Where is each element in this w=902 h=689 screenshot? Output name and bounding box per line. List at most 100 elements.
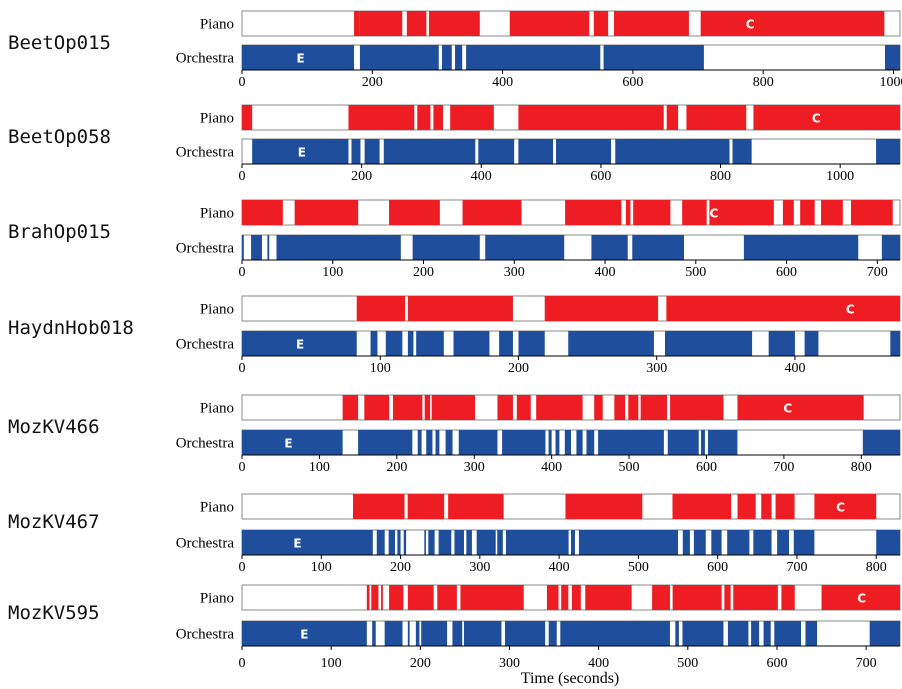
x-tick-label: 200 <box>386 460 407 475</box>
orchestra-segment <box>665 331 753 356</box>
orchestra-section-letter: E <box>298 146 306 160</box>
piano-segment <box>460 585 524 610</box>
piano-row-label: Piano <box>200 500 234 516</box>
piano-section-letter: C <box>746 18 755 32</box>
piece-label: BeetOp058 <box>8 126 111 148</box>
piano-segment <box>682 200 707 225</box>
orchestra-segment <box>732 139 752 164</box>
piano-segment <box>672 494 732 519</box>
piano-segment <box>546 585 559 610</box>
piano-segment <box>371 585 379 610</box>
piece-block-BeetOp058: BeetOp058 Piano C Orchestra E 0 200 400 600 800 10… <box>8 104 901 184</box>
x-tick-label: 100 <box>322 265 343 280</box>
orchestra-section-letter: E <box>297 52 305 66</box>
piano-segment <box>565 200 622 225</box>
piano-row-label: Piano <box>200 302 234 318</box>
x-tick-label: 600 <box>622 75 643 90</box>
piece-label: BrahOp015 <box>8 221 111 243</box>
x-tick-label: 200 <box>351 169 372 184</box>
orchestra-segment <box>862 430 900 455</box>
orchestra-segment <box>518 331 545 356</box>
orchestra-segment <box>383 139 476 164</box>
piano-row-label: Piano <box>200 401 234 417</box>
orchestra-segment <box>555 430 560 455</box>
x-tick-label: 1000 <box>879 75 902 90</box>
x-tick-label: 400 <box>549 560 570 575</box>
orchestra-segment <box>591 235 628 260</box>
x-tick-label: 800 <box>866 560 887 575</box>
orchestra-segment <box>777 530 790 555</box>
piano-segment <box>417 105 431 130</box>
orchestra-segment <box>476 530 496 555</box>
orchestra-segment <box>576 430 583 455</box>
piano-row-label: Piano <box>200 206 234 222</box>
orchestra-row-label: Orchestra <box>176 536 235 552</box>
piano-segment <box>633 200 671 225</box>
orchestra-segment <box>753 530 772 555</box>
orchestra-segment <box>632 235 684 260</box>
piano-section-letter: C <box>710 207 719 221</box>
piano-segment <box>406 11 427 36</box>
x-tick-label: 700 <box>773 460 794 475</box>
orchestra-segment <box>743 235 859 260</box>
orchestra-segment <box>359 45 439 70</box>
piano-segment <box>342 395 359 420</box>
piano-segment <box>242 105 253 130</box>
piano-segment <box>640 395 667 420</box>
x-tick-label: 400 <box>784 361 805 376</box>
orchestra-row-label: Orchestra <box>176 337 235 353</box>
x-tick-label: 800 <box>851 460 872 475</box>
piece-block-BeetOp015: BeetOp015 Piano C Orchestra E 0 200 400 600 800 10… <box>8 10 902 90</box>
orchestra-segment <box>711 530 722 555</box>
orchestra-segment <box>415 621 420 646</box>
piece-label: MozKV467 <box>8 511 100 533</box>
orchestra-section-letter: E <box>296 338 304 352</box>
piano-segment <box>389 200 440 225</box>
piano-segment <box>821 585 900 610</box>
piano-segment <box>737 395 864 420</box>
orchestra-segment <box>774 621 802 646</box>
piece-block-BrahOp015: BrahOp015 Piano C Orchestra 0 100 200 300 400 500… <box>8 199 901 280</box>
piano-segment <box>652 585 670 610</box>
piano-segment <box>709 200 774 225</box>
piano-segment <box>431 395 476 420</box>
x-tick-label: 0 <box>239 169 246 184</box>
piano-section-letter: C <box>783 402 792 416</box>
x-tick-label: 200 <box>413 265 434 280</box>
orchestra-segment <box>568 331 654 356</box>
x-tick-label: 400 <box>595 265 616 280</box>
x-tick-label: 600 <box>766 656 787 671</box>
piece-block-HaydnHob018: HaydnHob018 Piano C Orchestra E 0 100 200 300 400 <box>8 295 901 376</box>
piano-segment <box>389 585 404 610</box>
orchestra-row-label: Orchestra <box>176 51 235 67</box>
piece-label: MozKV595 <box>8 602 100 624</box>
piece-block-MozKV467: MozKV467 Piano C Orchestra E 0 100 200 300 400 500… <box>8 493 901 575</box>
orchestra-segment <box>407 621 410 646</box>
piano-segment <box>516 395 531 420</box>
orchestra-segment <box>682 530 690 555</box>
piano-segment <box>381 585 383 610</box>
orchestra-segment <box>804 331 819 356</box>
x-tick-label: 0 <box>239 361 246 376</box>
piano-segment <box>561 585 569 610</box>
x-tick-label: 500 <box>619 460 640 475</box>
orchestra-segment <box>890 331 900 356</box>
x-tick-label: 500 <box>628 560 649 575</box>
orchestra-segment <box>267 235 270 260</box>
x-tick-label: 200 <box>390 560 411 575</box>
x-tick-label: 100 <box>309 460 330 475</box>
x-tick-label: 0 <box>239 265 246 280</box>
orchestra-segment <box>242 430 343 455</box>
orchestra-segment <box>693 530 706 555</box>
piano-segment <box>781 585 795 610</box>
piano-segment <box>672 585 722 610</box>
orchestra-segment <box>242 45 355 70</box>
piano-row-label: Piano <box>200 111 234 127</box>
piano-section-letter: C <box>846 303 855 317</box>
piano-segment <box>625 200 631 225</box>
orchestra-segment <box>242 235 244 260</box>
orchestra-segment <box>560 621 670 646</box>
piece-label: BeetOp015 <box>8 32 111 54</box>
orchestra-segment <box>454 530 464 555</box>
